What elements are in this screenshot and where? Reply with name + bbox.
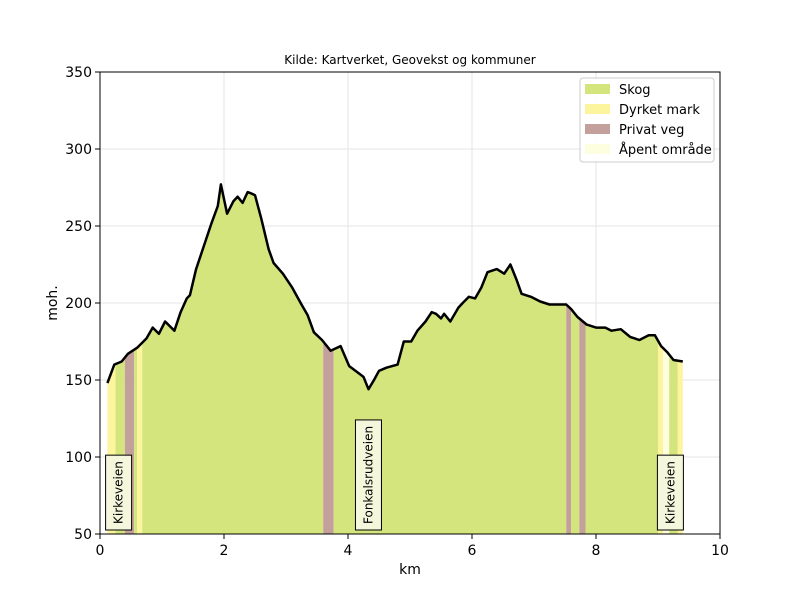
cover-skog	[142, 184, 324, 534]
legend-label-privat-veg: Privat veg	[619, 123, 684, 138]
x-tick-label: 2	[220, 543, 229, 559]
road-label-box	[105, 454, 133, 531]
x-tick-label: 6	[468, 543, 477, 559]
cover-skog	[333, 264, 567, 534]
y-tick-label: 250	[65, 219, 92, 235]
legend-label-skog: Skog	[619, 83, 651, 98]
legend: Skog Dyrket mark Privat veg Åpent område	[579, 77, 715, 163]
x-axis-label: km	[399, 562, 421, 578]
legend-swatch-skog	[585, 84, 610, 94]
cover-privat-veg	[323, 341, 334, 534]
legend-swatch-privat-veg	[585, 124, 610, 134]
cover-skog	[571, 309, 580, 534]
legend-label-dyrket-mark: Dyrket mark	[619, 103, 700, 118]
y-tick-label: 150	[65, 373, 92, 389]
cover-dyrket-mark	[137, 342, 143, 534]
road-annotations: Kirkeveien Fonkalsrudveien Kirkeveien	[105, 419, 684, 531]
y-axis-label: moh.	[45, 285, 61, 321]
road-annotation-kirkeveien: Kirkeveien	[105, 454, 133, 531]
road-label-box	[656, 454, 684, 531]
y-tick-label: 50	[74, 527, 92, 543]
road-label-box	[354, 419, 382, 531]
y-tick-label: 100	[65, 450, 92, 466]
legend-swatch-apent-omrade	[585, 144, 610, 154]
chart-title: Kilde: Kartverket, Geovekst og kommuner	[284, 53, 536, 67]
x-tick-label: 10	[711, 543, 729, 559]
x-tick-label: 4	[344, 543, 353, 559]
road-label: Kirkeveien	[663, 461, 677, 524]
legend-swatch-dyrket-mark	[585, 104, 610, 114]
axis-ticks: 0 2 4 6 8 10 50 100 150 200 250 300 350	[65, 65, 729, 559]
cover-skog	[134, 347, 138, 534]
x-tick-label: 0	[96, 543, 105, 559]
y-tick-label: 300	[65, 142, 92, 158]
profile-line-group	[106, 183, 683, 391]
cover-privat-veg	[566, 304, 572, 534]
y-tick-label: 200	[65, 296, 92, 312]
legend-label-apent-omrade: Åpent område	[619, 142, 712, 158]
elevation-profile-line	[106, 183, 683, 391]
cover-privat-veg	[579, 318, 586, 534]
legend-box	[579, 77, 715, 163]
x-tick-label: 8	[592, 543, 601, 559]
road-annotation-kirkeveien: Kirkeveien	[656, 454, 684, 531]
road-label: Kirkeveien	[112, 461, 126, 524]
cover-skog	[585, 323, 658, 534]
road-label: Fonkalsrudveien	[361, 426, 375, 524]
road-annotation-fonkalsrudveien: Fonkalsrudveien	[354, 419, 382, 531]
y-tick-label: 350	[65, 65, 92, 81]
